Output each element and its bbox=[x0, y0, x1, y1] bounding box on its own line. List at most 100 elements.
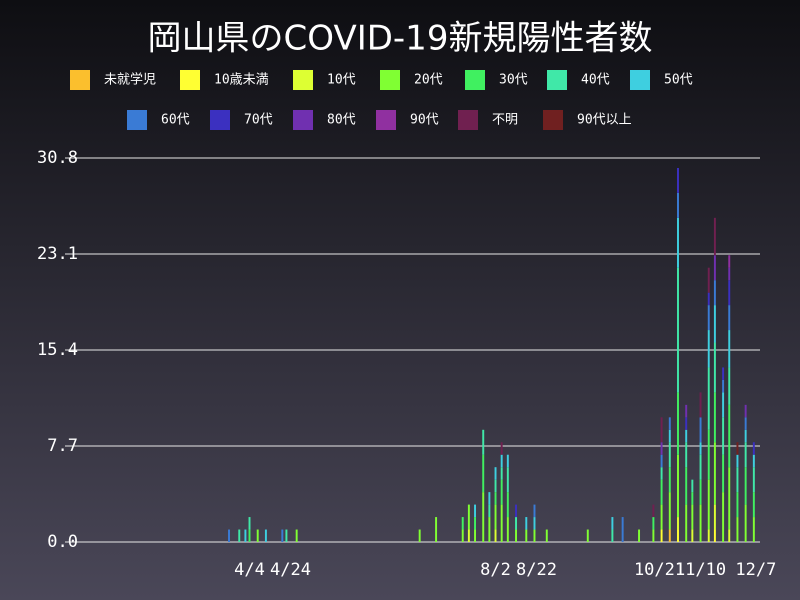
bar-segment bbox=[500, 467, 503, 480]
bar-segment bbox=[586, 529, 589, 542]
legend-label: 20代 bbox=[414, 73, 443, 88]
bar-segment bbox=[244, 529, 247, 542]
legend-swatch bbox=[465, 70, 485, 90]
x-tick-label: 11/10 bbox=[675, 560, 726, 580]
legend-swatch bbox=[180, 70, 200, 90]
bar-segment bbox=[744, 442, 747, 468]
bar-segment bbox=[707, 267, 710, 293]
legend-swatch bbox=[458, 110, 478, 130]
legend-swatch bbox=[293, 110, 313, 130]
x-tick-label: 8/2 bbox=[480, 560, 511, 580]
bar-segment bbox=[722, 367, 725, 380]
y-tick-label: 7.7 bbox=[47, 436, 78, 456]
bar-segment bbox=[713, 442, 716, 505]
bar-segment bbox=[699, 479, 702, 505]
legend-swatch bbox=[127, 110, 147, 130]
bar-segment bbox=[488, 504, 491, 518]
bar-segment bbox=[691, 529, 694, 542]
bar-segment bbox=[713, 217, 716, 256]
bar-segment bbox=[652, 504, 655, 518]
bar-segment bbox=[668, 492, 671, 530]
legend-label: 90代以上 bbox=[577, 113, 632, 128]
bar-segment bbox=[660, 454, 663, 468]
bar-segment bbox=[713, 504, 716, 530]
bar-segment bbox=[506, 492, 509, 518]
bar-segment bbox=[685, 442, 688, 468]
bar-segment bbox=[707, 529, 710, 542]
bar-segment bbox=[435, 517, 438, 542]
bar-segment bbox=[494, 529, 497, 542]
bar-segment bbox=[488, 517, 491, 542]
bar-segment bbox=[677, 529, 679, 542]
bar-segment bbox=[752, 517, 755, 542]
bar-segment bbox=[660, 442, 663, 455]
bar-segment bbox=[744, 467, 747, 505]
bar-segment bbox=[736, 467, 739, 493]
bar-segment bbox=[685, 467, 688, 505]
bar-segment bbox=[707, 330, 710, 368]
bar-segment bbox=[707, 479, 710, 530]
bar-segment bbox=[660, 467, 663, 480]
bar-segment bbox=[482, 492, 485, 542]
x-tick-label: 4/24 bbox=[270, 560, 311, 580]
bar-segment bbox=[638, 529, 641, 542]
bar-segment bbox=[713, 280, 716, 306]
bar-segment bbox=[691, 492, 694, 505]
bar-segment bbox=[668, 417, 671, 430]
legend-label: 未就学児 bbox=[104, 72, 156, 88]
y-tick-label: 23.1 bbox=[37, 244, 78, 264]
bar-segment bbox=[295, 529, 298, 542]
bar-segment bbox=[668, 467, 671, 493]
bar-segment bbox=[494, 504, 497, 530]
bar-segment bbox=[494, 492, 497, 505]
x-tick-label: 8/22 bbox=[516, 560, 557, 580]
bar-segment bbox=[494, 467, 497, 480]
bar-segment bbox=[533, 517, 536, 530]
bar-segment bbox=[660, 479, 663, 505]
bar-segment bbox=[728, 404, 731, 468]
bar-segment bbox=[467, 504, 470, 530]
bar-segment bbox=[488, 492, 491, 505]
bar-segment bbox=[744, 404, 747, 418]
bar-segment bbox=[506, 454, 509, 468]
bar-segment bbox=[677, 392, 679, 455]
bar-segment bbox=[248, 517, 251, 530]
bar-segment bbox=[728, 280, 731, 306]
legend-label: 不明 bbox=[492, 113, 518, 128]
bar-segment bbox=[500, 479, 503, 505]
bar-segment bbox=[707, 292, 710, 306]
bar-segment bbox=[722, 492, 725, 542]
bar-segment bbox=[668, 529, 671, 542]
bar-segment bbox=[736, 492, 739, 518]
bar-segment bbox=[474, 517, 477, 530]
bar-segment bbox=[652, 517, 655, 530]
bar-segment bbox=[474, 504, 477, 518]
bar-segment bbox=[500, 504, 503, 542]
bar-segment bbox=[713, 305, 716, 343]
legend-swatch bbox=[543, 110, 563, 130]
bar-segment bbox=[699, 417, 702, 443]
x-tick-label: 4/4 bbox=[234, 560, 265, 580]
bar-segment bbox=[668, 442, 671, 468]
legend-swatch bbox=[376, 110, 396, 130]
bar-segment bbox=[685, 404, 688, 418]
bar-segment bbox=[482, 454, 485, 493]
bar-segment bbox=[506, 517, 509, 542]
bar-segment bbox=[736, 454, 739, 468]
bar-segment bbox=[506, 467, 509, 493]
bar-segment bbox=[691, 504, 694, 530]
bar-segment bbox=[482, 429, 485, 455]
bar-segment bbox=[699, 504, 702, 542]
legend-label: 50代 bbox=[664, 73, 693, 88]
bar-segment bbox=[515, 504, 518, 518]
bar-segment bbox=[677, 192, 679, 218]
bar-segment bbox=[461, 529, 464, 542]
legend-label: 80代 bbox=[327, 113, 356, 128]
legend-label: 70代 bbox=[244, 113, 273, 128]
bar-segment bbox=[677, 267, 679, 393]
legend-label: 60代 bbox=[161, 113, 190, 128]
bar-segment bbox=[621, 517, 624, 542]
bar-segment bbox=[713, 342, 716, 393]
bar-segment bbox=[752, 492, 755, 518]
